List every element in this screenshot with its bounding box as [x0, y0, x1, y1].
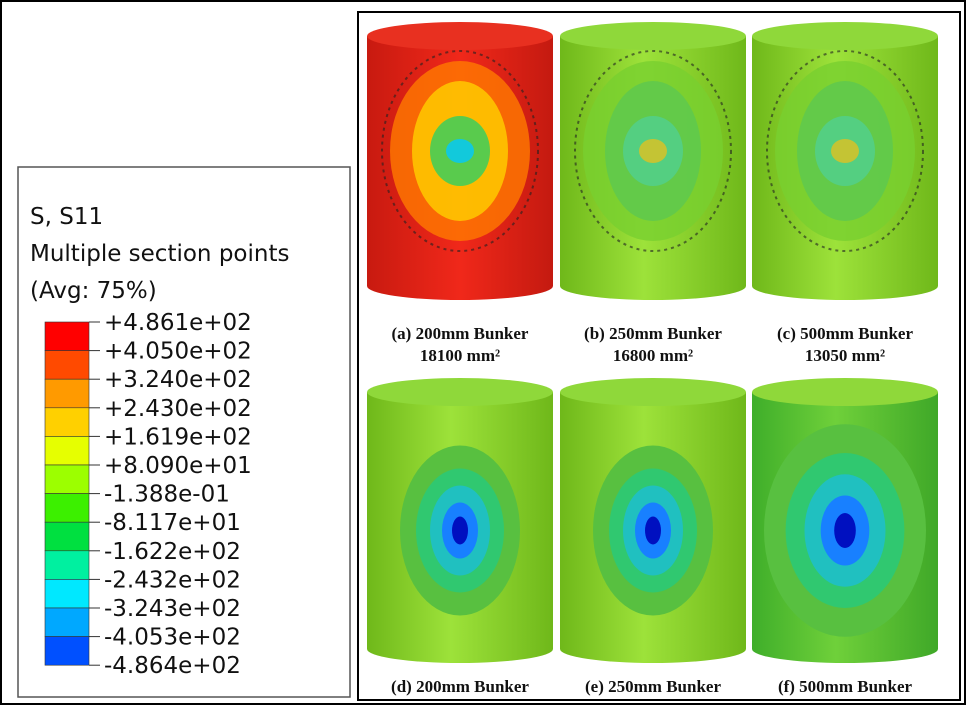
- legend-swatch: [45, 436, 89, 465]
- legend-swatch: [45, 522, 89, 551]
- legend-swatch: [45, 351, 89, 380]
- legend-label: +4.861e+02: [104, 310, 252, 336]
- panel-caption: (c) 500mm Bunker: [777, 324, 913, 343]
- legend-swatch: [45, 322, 89, 351]
- figure: S, S11 Multiple section points (Avg: 75%) +…: [0, 0, 966, 705]
- contour: [645, 517, 661, 545]
- contour: [834, 513, 856, 548]
- legend-swatch: [45, 637, 89, 666]
- legend-label: +3.240e+02: [104, 367, 252, 393]
- panel-caption: (b) 250mm Bunker: [584, 324, 722, 343]
- panel-area: 13050 mm²: [805, 346, 885, 365]
- cylinder-top: [367, 22, 553, 50]
- cylinder-top: [752, 378, 938, 406]
- legend-swatch: [45, 579, 89, 608]
- cylinder-top: [560, 22, 746, 50]
- contour: [452, 517, 468, 545]
- legend-swatch: [45, 494, 89, 523]
- legend-title: Multiple section points: [30, 241, 289, 267]
- legend-swatch: [45, 608, 89, 637]
- cylinder: [752, 378, 938, 663]
- panel-caption: (a) 200mm Bunker: [392, 324, 529, 343]
- panel-area: 18100 mm²: [420, 346, 500, 365]
- contour: [639, 139, 667, 163]
- legend-label: -2.432e+02: [104, 567, 241, 593]
- cylinder-top: [560, 378, 746, 406]
- legend-swatch: [45, 551, 89, 580]
- panel-caption: (d) 200mm Bunker: [391, 677, 529, 696]
- legend-title: S, S11: [30, 204, 103, 230]
- legend-label: +2.430e+02: [104, 396, 252, 422]
- panels: (a) 200mm Bunker 18100 mm² (b) 250mm Bunke…: [367, 22, 938, 696]
- panel-area: 16800 mm²: [613, 346, 693, 365]
- legend-title: (Avg: 75%): [30, 278, 157, 304]
- contour: [831, 139, 859, 163]
- legend-label: +1.619e+02: [104, 424, 252, 450]
- cylinder: [560, 378, 746, 663]
- legend-label: -3.243e+02: [104, 596, 241, 622]
- cylinder: [752, 22, 938, 300]
- cylinder: [560, 22, 746, 300]
- legend-label: -4.053e+02: [104, 625, 241, 651]
- legend-label: +8.090e+01: [104, 453, 252, 479]
- legend-label: -1.622e+02: [104, 539, 241, 565]
- cylinder: [367, 378, 553, 663]
- legend-label: +4.050e+02: [104, 339, 252, 365]
- panel-caption: (f) 500mm Bunker: [778, 677, 913, 696]
- cylinder-top: [367, 378, 553, 406]
- legend-label: -1.388e-01: [104, 482, 230, 508]
- panel-caption: (e) 250mm Bunker: [585, 677, 721, 696]
- legend-label: -8.117e+01: [104, 510, 241, 536]
- legend-swatch: [45, 408, 89, 437]
- legend-swatch: [45, 379, 89, 408]
- cylinder-top: [752, 22, 938, 50]
- contour: [446, 139, 474, 163]
- legend-label: -4.864e+02: [104, 653, 241, 679]
- legend-swatch: [45, 465, 89, 494]
- cylinder: [367, 22, 553, 300]
